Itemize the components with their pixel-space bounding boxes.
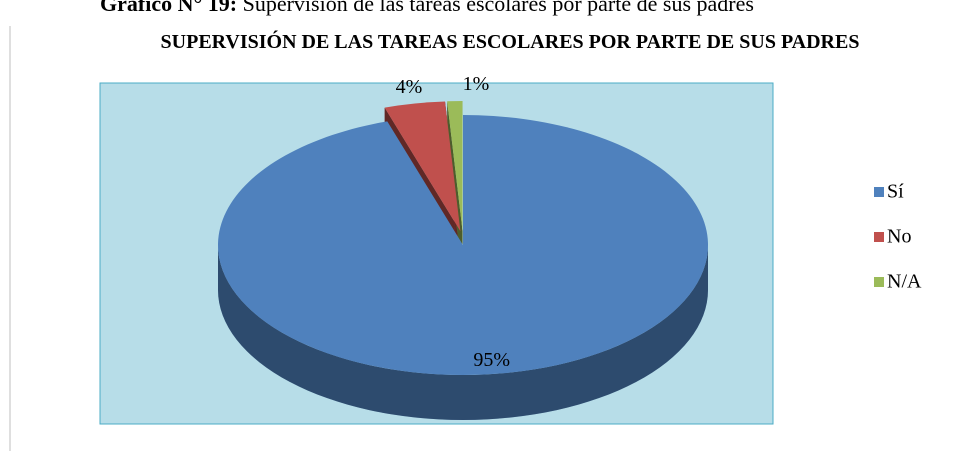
slice-side-shade (218, 245, 708, 420)
legend-label: Sí (887, 181, 904, 203)
slice-top (218, 115, 709, 375)
caption: Gráfico N° 19: Supervisión de las tareas… (100, 0, 754, 17)
chart-title: SUPERVISIÓN DE LAS TAREAS ESCOLARES POR … (160, 31, 860, 53)
slice-top (384, 101, 461, 232)
legend-swatch (874, 187, 884, 197)
legend-swatch (874, 232, 884, 242)
data-label: 95% (473, 349, 510, 371)
data-label: 1% (463, 73, 490, 95)
data-label: 4% (396, 76, 423, 98)
slice-top (447, 101, 463, 232)
legend-label: N/A (887, 271, 922, 293)
slice-side (218, 245, 708, 420)
caption-text: Supervisión de las tareas escolares por … (242, 0, 754, 16)
legend-label: No (887, 226, 911, 248)
legend-swatch (874, 277, 884, 287)
caption-label: Gráfico N° 19: (100, 0, 238, 16)
